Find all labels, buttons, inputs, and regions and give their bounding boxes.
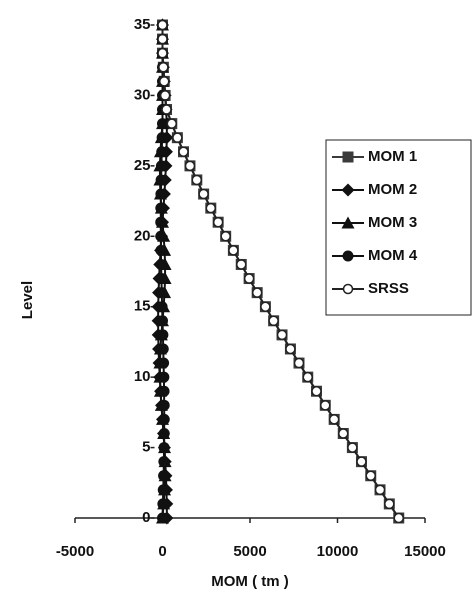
data-point (347, 442, 358, 453)
y-tick-label: 5 (142, 439, 150, 456)
data-point (155, 188, 167, 200)
legend-label: MOM 3 (368, 214, 417, 231)
data-point (191, 174, 203, 186)
legend-marker (341, 183, 355, 197)
data-point (156, 132, 168, 144)
y-tick-label: 10 (134, 368, 151, 385)
data-point (161, 104, 172, 115)
data-point (158, 357, 170, 369)
y-tick-label: 20 (134, 227, 151, 244)
data-point (276, 329, 288, 341)
data-point (198, 188, 209, 200)
data-point (285, 343, 296, 355)
y-axis-label: Level (19, 281, 36, 319)
data-point (268, 315, 279, 327)
legend-label: SRSS (368, 280, 409, 297)
data-point (156, 301, 168, 313)
y-tick-label: 15 (134, 298, 151, 315)
data-point (158, 385, 170, 397)
data-point (212, 216, 224, 228)
data-point (293, 357, 305, 369)
y-tick-label: 30 (134, 86, 151, 103)
data-point (374, 484, 386, 496)
data-point (155, 244, 167, 256)
data-point (243, 273, 255, 284)
data-point (356, 456, 367, 467)
data-point (155, 258, 167, 270)
data-point (365, 470, 376, 481)
data-point (157, 329, 169, 341)
x-tick-label: 10000 (317, 543, 359, 560)
x-tick-label: -5000 (56, 543, 94, 560)
x-tick-label: 5000 (233, 543, 266, 560)
y-tick-label: 25 (134, 157, 151, 174)
data-point (159, 90, 171, 101)
data-point (166, 118, 178, 129)
data-point (311, 385, 322, 397)
data-point (158, 399, 170, 411)
data-point (228, 245, 239, 256)
data-point (205, 202, 217, 214)
x-tick-label: 15000 (404, 543, 446, 560)
data-point (157, 33, 168, 45)
data-point (251, 287, 263, 298)
data-point (157, 498, 169, 510)
data-point (158, 456, 170, 468)
data-point (384, 498, 395, 510)
legend-marker (342, 283, 354, 295)
data-point (157, 118, 168, 130)
data-point (156, 146, 168, 158)
data-point (184, 160, 196, 172)
data-point (155, 216, 167, 228)
data-point (220, 231, 231, 242)
data-point (155, 230, 167, 242)
data-point (158, 427, 170, 439)
legend-marker (342, 250, 354, 262)
legend-label: MOM 4 (368, 247, 418, 264)
data-point (155, 160, 167, 172)
data-point (302, 371, 313, 383)
data-point (157, 512, 168, 524)
data-point (157, 315, 168, 327)
x-tick-label: 0 (158, 543, 166, 560)
data-point (157, 47, 168, 59)
data-point (260, 301, 271, 312)
data-point (157, 19, 168, 31)
data-point (156, 287, 168, 299)
data-point (172, 132, 183, 143)
legend-marker (342, 151, 354, 163)
legend-label: MOM 2 (368, 181, 417, 198)
data-point (155, 202, 167, 214)
data-point (155, 174, 167, 186)
data-point (158, 413, 170, 425)
data-point (157, 484, 169, 496)
data-point (338, 428, 349, 439)
data-point (158, 470, 170, 482)
x-axis-label: MOM ( tm ) (211, 573, 288, 590)
data-point (158, 371, 170, 383)
y-tick-label: 0 (142, 509, 150, 526)
data-point (159, 76, 170, 87)
data-point (328, 414, 340, 425)
legend-marker (341, 216, 355, 229)
data-point (158, 62, 169, 73)
y-tick-label: 35 (134, 16, 151, 33)
data-point (155, 273, 167, 285)
data-point (236, 259, 247, 270)
data-point (157, 343, 169, 355)
data-point (393, 512, 404, 524)
data-point (158, 442, 170, 454)
legend-label: MOM 1 (368, 148, 417, 165)
data-point (178, 146, 189, 158)
data-point (320, 400, 331, 411)
